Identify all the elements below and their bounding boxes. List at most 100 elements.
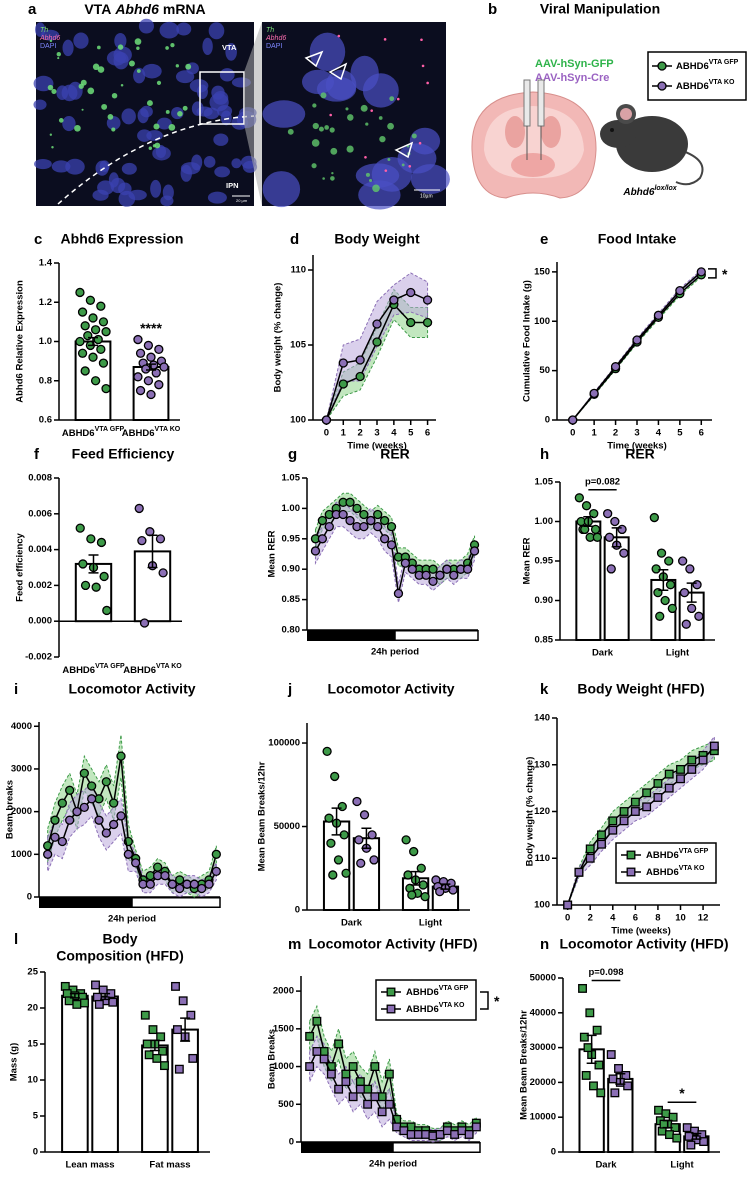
- marker: [72, 806, 82, 817]
- stain-label: DAPI: [266, 43, 282, 50]
- y-tick-label: 2000: [273, 986, 294, 997]
- x-tick-label: Light: [670, 1160, 694, 1171]
- th-signal: [331, 171, 334, 175]
- marker: [407, 890, 417, 900]
- panel-title: VTA Abhd6 mRNA: [84, 1, 205, 17]
- marker: [435, 570, 445, 580]
- y-tick-label: 0.80: [282, 625, 301, 636]
- strain: ABHD6: [62, 428, 95, 439]
- marker: [101, 327, 111, 337]
- marker: [355, 371, 365, 382]
- boundary: [57, 115, 255, 205]
- marker: [649, 512, 659, 523]
- marker: [186, 1010, 196, 1020]
- group-label: ABHD6VTA GFP: [62, 663, 125, 675]
- panel-label: i: [14, 681, 18, 698]
- marker: [608, 816, 618, 826]
- marker: [406, 1122, 416, 1132]
- y-tick-label: 0.85: [282, 594, 301, 605]
- nucleus: [156, 117, 172, 130]
- group-name: VTA KO: [439, 1002, 465, 1009]
- th-signal: [387, 158, 391, 161]
- th-signal: [92, 63, 100, 71]
- marker: [421, 1130, 431, 1139]
- marker: [386, 521, 397, 532]
- panel-label: b: [488, 1, 497, 18]
- marker: [659, 1119, 669, 1129]
- y-axis-label: Mean RER: [267, 530, 278, 577]
- region-label: VTA: [222, 43, 237, 52]
- marker: [337, 801, 347, 812]
- marker: [72, 999, 82, 1009]
- abhd6-signal: [418, 141, 422, 145]
- y-axis-label: Body weight (% change): [525, 757, 536, 867]
- marker: [98, 985, 108, 995]
- x-tick-label: 4: [391, 428, 397, 439]
- marker: [589, 1081, 598, 1091]
- y-axis-label: Body weight (% change): [273, 283, 284, 393]
- marker: [606, 1050, 616, 1060]
- marker: [341, 1077, 351, 1087]
- y-tick-label: 4000: [11, 721, 32, 732]
- y-tick-label: 1.00: [282, 503, 301, 514]
- strain: ABHD6: [122, 428, 155, 439]
- marker: [406, 287, 416, 298]
- chart-title: Locomotor Activity: [327, 681, 454, 697]
- th-signal: [146, 100, 153, 107]
- marker: [653, 779, 663, 788]
- bar: [91, 995, 119, 1153]
- th-signal: [97, 66, 105, 73]
- y-tick-label: 10000: [530, 1112, 556, 1123]
- marker: [348, 1092, 358, 1102]
- th-signal: [311, 139, 320, 147]
- marker: [142, 1039, 152, 1049]
- y-tick-label: 20: [27, 1003, 38, 1014]
- marker: [462, 564, 473, 574]
- marker: [406, 1130, 416, 1139]
- nucleus: [358, 180, 401, 210]
- marker: [413, 1130, 423, 1139]
- th-signal: [347, 114, 354, 121]
- th-signal: [378, 116, 383, 120]
- mouse: [600, 104, 704, 186]
- th-signal: [330, 147, 338, 155]
- marker: [152, 1053, 162, 1063]
- th-signal: [58, 118, 64, 123]
- x-tick-label: 0: [324, 428, 329, 439]
- marker: [305, 1062, 315, 1071]
- marker: [392, 1122, 402, 1132]
- y-tick-label: 0: [289, 1137, 294, 1148]
- marker: [102, 605, 112, 616]
- marker: [597, 830, 606, 840]
- y-tick-label: 0.006: [28, 508, 52, 519]
- nucleus: [65, 158, 85, 175]
- marker: [85, 295, 96, 305]
- marker: [632, 335, 642, 345]
- marker: [682, 1123, 692, 1133]
- group-name: VTA GFP: [95, 663, 125, 670]
- nucleus: [410, 164, 450, 195]
- marker: [87, 781, 97, 791]
- th-signal: [136, 69, 141, 73]
- marker: [334, 1084, 344, 1094]
- marker: [619, 548, 629, 558]
- th-signal: [51, 146, 54, 149]
- marker: [698, 755, 708, 765]
- group-label: ABHD6VTA KO: [676, 79, 735, 91]
- marker: [143, 376, 154, 386]
- bracket: [480, 991, 489, 1010]
- x-tick-label: 3: [374, 428, 379, 439]
- marker: [442, 564, 452, 574]
- nucleus: [142, 63, 162, 79]
- x-tick-label: Light: [666, 648, 690, 659]
- th-signal: [318, 126, 324, 132]
- chart-title: Food Intake: [598, 231, 677, 247]
- marker: [324, 521, 334, 532]
- y-axis-label: Mean Beam Breaks/12hr: [519, 1010, 530, 1120]
- nucleus: [191, 154, 203, 171]
- group-label: ABHD6VTA GFP: [406, 985, 469, 997]
- dark-phase: [301, 1142, 393, 1153]
- nucleus: [219, 68, 235, 82]
- marker: [399, 1126, 409, 1136]
